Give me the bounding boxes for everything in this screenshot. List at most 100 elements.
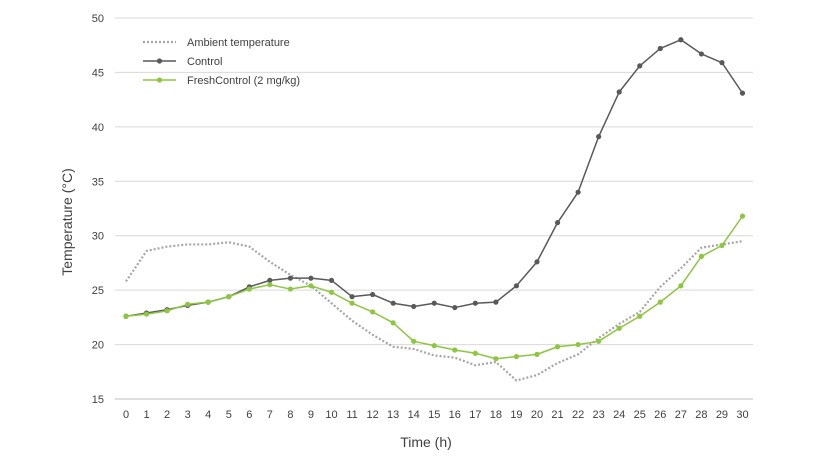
data-point — [287, 286, 293, 292]
x-tick-label: 5 — [226, 409, 232, 421]
x-tick-label: 24 — [613, 409, 625, 421]
x-tick-label: 26 — [654, 409, 666, 421]
data-point — [596, 134, 602, 140]
x-tick-label: 11 — [346, 409, 357, 421]
legend-marker — [156, 58, 163, 64]
data-point — [370, 309, 376, 315]
x-tick-label: 6 — [246, 409, 252, 421]
data-point — [534, 259, 540, 265]
data-point — [739, 90, 746, 96]
grid-layer — [115, 17, 753, 400]
x-tick-label: 8 — [287, 409, 293, 421]
x-tick-label: 20 — [531, 409, 543, 421]
x-tick-label: 30 — [736, 409, 748, 421]
data-point — [534, 351, 540, 357]
series-line — [125, 240, 743, 382]
x-tick-label: 16 — [449, 409, 461, 421]
x-tick-label: 2 — [164, 409, 170, 421]
data-point — [349, 294, 355, 300]
data-point — [205, 299, 211, 305]
data-point — [616, 325, 622, 331]
data-point — [513, 283, 520, 289]
series-2 — [123, 213, 746, 362]
y-tick-label: 30 — [92, 231, 104, 243]
y-tick-label: 50 — [92, 13, 104, 25]
data-point — [472, 300, 478, 306]
data-point — [596, 338, 602, 344]
data-point — [554, 220, 561, 226]
data-point — [431, 343, 437, 349]
legend-marker — [156, 77, 163, 83]
legend-item: FreshControl (2 mg/kg) — [143, 75, 300, 87]
x-tick-label: 3 — [185, 409, 191, 421]
data-point — [123, 313, 129, 319]
y-tick-labels: 15 20 25 30 35 40 45 50 — [92, 13, 104, 406]
x-tick-label: 7 — [267, 409, 273, 421]
data-point — [657, 299, 663, 305]
x-tick-label: 10 — [325, 409, 337, 421]
series-line — [125, 215, 744, 360]
data-point — [472, 350, 478, 356]
data-point — [698, 253, 705, 259]
legend-label: Ambient temperature — [187, 37, 290, 49]
y-tick-label: 20 — [92, 340, 104, 352]
data-point — [575, 341, 581, 348]
data-point — [370, 291, 376, 298]
x-tick-label: 29 — [716, 409, 728, 421]
x-tick-label: 21 — [551, 409, 563, 421]
x-tick-label: 19 — [510, 409, 522, 421]
legend-label: FreshControl (2 mg/kg) — [187, 75, 300, 87]
data-point — [719, 60, 725, 66]
data-point — [308, 275, 314, 281]
data-point — [185, 301, 191, 307]
x-tick-label: 18 — [490, 409, 502, 421]
x-tick-label: 1 — [143, 409, 149, 421]
data-point — [678, 283, 684, 289]
data-point — [431, 300, 437, 306]
data-point — [390, 300, 396, 306]
x-tick-label: 27 — [675, 409, 687, 421]
x-tick-label: 25 — [634, 409, 646, 421]
x-tick-label: 13 — [387, 409, 399, 421]
x-tick-label: 14 — [408, 409, 420, 421]
data-point — [411, 338, 417, 344]
data-point — [328, 289, 335, 295]
y-tick-label: 15 — [92, 394, 104, 406]
data-point — [267, 282, 273, 288]
x-tick-label: 15 — [428, 409, 440, 421]
data-point — [308, 283, 314, 289]
data-point — [493, 299, 499, 305]
data-point — [246, 286, 252, 292]
data-point — [452, 304, 458, 311]
x-tick-label: 22 — [572, 409, 584, 421]
data-point — [513, 353, 520, 360]
data-point — [452, 347, 458, 353]
legend-item: Ambient temperature — [143, 37, 290, 49]
data-point — [287, 275, 293, 281]
data-point — [739, 213, 746, 219]
x-axis-title: Time (h) — [400, 434, 452, 450]
x-tick-labels: 0 1 2 3 4 5 6 7 8 9 10 11 12 13 14 15 16 17 18 19 20 21 22 23 24… — [123, 409, 749, 421]
x-tick-label: 23 — [593, 409, 605, 421]
y-tick-label: 40 — [92, 122, 104, 134]
data-point — [328, 277, 335, 283]
y-tick-label: 25 — [92, 285, 104, 297]
data-point — [164, 308, 170, 314]
x-tick-label: 17 — [469, 409, 481, 421]
data-point — [637, 63, 643, 69]
data-point — [411, 303, 417, 310]
data-point — [554, 344, 561, 350]
x-tick-label: 4 — [205, 409, 211, 421]
y-axis-title: Temperature (°C) — [59, 168, 75, 276]
data-point — [637, 313, 643, 319]
data-point — [267, 277, 273, 283]
x-tick-label: 28 — [695, 409, 707, 421]
data-point — [349, 300, 355, 306]
x-tick-label: 12 — [366, 409, 378, 421]
y-tick-label: 45 — [92, 67, 104, 79]
data-point — [719, 242, 725, 249]
data-point — [698, 51, 705, 57]
series-layer — [123, 37, 746, 382]
legend: Ambient temperature Control FreshControl (… — [143, 37, 300, 87]
